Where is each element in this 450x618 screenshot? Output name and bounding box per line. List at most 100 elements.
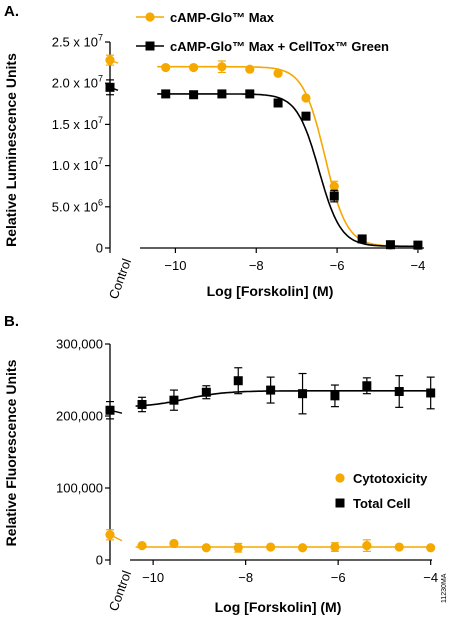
panel-a-legend-cytotoxicity-label: cAMP-Glo™ Max [170, 10, 275, 25]
panel-a-series-total-point [189, 90, 199, 100]
panel-a-y-tick-label: 0 [96, 241, 103, 256]
panel-a-x-axis-title: Log [Forskolin] (M) [207, 283, 334, 299]
panel-a-x-tick-label: −6 [330, 258, 345, 273]
panel-b-series-cytotoxicity-point [169, 538, 179, 549]
panel-a-series-total-point [217, 89, 227, 99]
panel-a-series-total-control-point [105, 82, 115, 92]
panel-b-y-tick-label: 200,000 [56, 409, 103, 424]
panel-a-series-total-point [161, 89, 171, 99]
panel-b-series-total-point [266, 385, 276, 395]
panel-b-series-cytotoxicity-point [426, 543, 436, 553]
panel-b-series-total-control-point [105, 405, 115, 415]
panel-a-y-tick-exponent: 7 [98, 156, 103, 166]
panel-a-y-tick-label: 2.0 x 107 [52, 74, 103, 91]
panel-b-y-ticks: 0 100,000 200,000 300,000 [56, 337, 110, 568]
panel-a-series-cytotoxicity-point [189, 62, 199, 73]
panel-b-series-cytotoxicity-point [266, 542, 276, 552]
panel-b-series-total-point [233, 376, 243, 386]
panel-a-control-label: Control [106, 256, 134, 301]
panel-a-label: A. [4, 3, 19, 20]
panel-a-x-ticks: −10 −8 −6 −4 [109, 248, 426, 273]
panel-b-series-cytotoxicity-point [201, 543, 211, 553]
panel-a-series-total-fit-line [157, 93, 418, 248]
panel-b-series-cytotoxicity-control-point [105, 530, 115, 540]
panel-a-series-cytotoxicity-point [301, 93, 311, 103]
panel-a-series-cytotoxicity-control-point [105, 55, 115, 65]
panel-a-legend-total-marker [145, 41, 155, 51]
panel-b-x-ticks: −10 −8 −6 −4 [109, 560, 438, 585]
panel-b-series-total-fit-line [135, 390, 431, 407]
panel-a-x-tick-label: −4 [411, 258, 426, 273]
panel-a-y-tick-exponent: 6 [98, 197, 103, 207]
panel-b-y-tick-label: 0 [96, 553, 103, 568]
panel-a-legend-cytotoxicity-marker [145, 12, 155, 22]
panel-a-series-total-point [273, 98, 283, 108]
panel-b-x-axis-title: Log [Forskolin] (M) [215, 599, 342, 615]
panel-b-series [105, 367, 436, 553]
panel-a-legend-total-label: cAMP-Glo™ Max + CellTox™ Green [170, 39, 389, 54]
panel-a-series-total-point [245, 89, 255, 99]
panel-b-x-tick-label: −6 [331, 570, 346, 585]
panel-a: A. Relative Luminescence Units Log [Fors… [3, 3, 425, 301]
panel-a-x-tick-label: −8 [249, 258, 264, 273]
panel-a-series-total-point [413, 240, 423, 250]
panel-b-series-cytotoxicity-point [137, 541, 147, 551]
panel-a-y-tick-exponent: 7 [98, 33, 103, 43]
panel-a-series-total-point [301, 111, 311, 121]
panel-b-legend-total-marker [335, 498, 345, 508]
panel-a-series-cytotoxicity-point [273, 68, 283, 78]
panel-a-series-cytotoxicity-point [245, 64, 255, 74]
panel-a-y-tick-label: 2.5 x 107 [52, 33, 103, 50]
panel-b: B. Relative Fluorescence Units Log [Fors… [3, 313, 438, 615]
panel-a-series-cytotoxicity-point [161, 62, 171, 73]
panel-a-series-total-point [357, 234, 367, 244]
panel-b-y-tick-label: 300,000 [56, 337, 103, 352]
panel-a-y-axis-title: Relative Luminescence Units [3, 53, 19, 247]
panel-b-y-tick-label: 100,000 [56, 481, 103, 496]
panel-a-y-tick-base: 2.5 x 10 [52, 35, 98, 50]
panel-a-series-cytotoxicity-point [329, 181, 339, 191]
panel-a-series-cytotoxicity-point [217, 62, 227, 72]
panel-a-y-tick-label: 5.0 x 106 [52, 197, 103, 214]
panel-a-series-total-point [385, 240, 395, 250]
panel-b-legend-cytotoxicity-label: Cytotoxicity [353, 471, 428, 486]
panel-b-series-cytotoxicity-point [330, 542, 340, 552]
panel-a-series [105, 54, 423, 251]
panel-b-control-label: Control [106, 568, 134, 613]
panel-b-series-total-point [426, 388, 436, 398]
panel-a-legend: cAMP-Glo™ Max cAMP-Glo™ Max + CellTox™ Gr… [136, 10, 389, 54]
panel-b-y-axis-title: Relative Fluorescence Units [3, 359, 19, 546]
panel-b-series-total-point [362, 381, 372, 391]
panel-a-y-tick-exponent: 7 [98, 74, 103, 84]
panel-b-x-tick-label: −8 [238, 570, 253, 585]
panel-b-x-tick-label: −4 [423, 570, 438, 585]
panel-a-series-cytotoxicity-fit-line [157, 65, 418, 248]
panel-b-series-total-point [201, 387, 211, 397]
panel-b-series-cytotoxicity-point [362, 541, 372, 551]
panel-b-series-total-point [394, 387, 404, 397]
panel-b-series-cytotoxicity-point [233, 543, 243, 553]
panel-b-legend: Cytotoxicity Total Cell [335, 471, 428, 511]
panel-b-label: B. [4, 313, 19, 330]
panel-b-series-total-point [137, 399, 147, 409]
panel-b-series-total-point [298, 389, 308, 399]
figure-code: 11230MA [441, 573, 448, 603]
panel-b-series-cytotoxicity-point [297, 543, 308, 553]
panel-b-series-total-point [169, 395, 179, 405]
panel-a-y-tick-label: 1.0 x 107 [52, 156, 103, 173]
panel-a-y-tick-base: 2.0 x 10 [52, 76, 98, 91]
panel-a-y-tick-base: 1.0 x 10 [52, 158, 98, 173]
panel-b-series-total-point [330, 391, 340, 401]
panel-a-y-tick-label: 1.5 x 107 [52, 115, 103, 132]
panel-b-series-cytotoxicity-point [394, 542, 404, 552]
panel-a-y-tick-base: 5.0 x 10 [52, 199, 98, 214]
panel-b-legend-cytotoxicity-marker [335, 473, 345, 483]
panel-b-legend-total-label: Total Cell [353, 496, 411, 511]
panel-a-series-total-point [329, 191, 339, 201]
panel-b-x-tick-label: −10 [142, 570, 164, 585]
panel-a-x-tick-label: −10 [164, 258, 186, 273]
panel-a-y-tick-exponent: 7 [98, 115, 103, 125]
panel-a-y-tick-base: 1.5 x 10 [52, 117, 98, 132]
